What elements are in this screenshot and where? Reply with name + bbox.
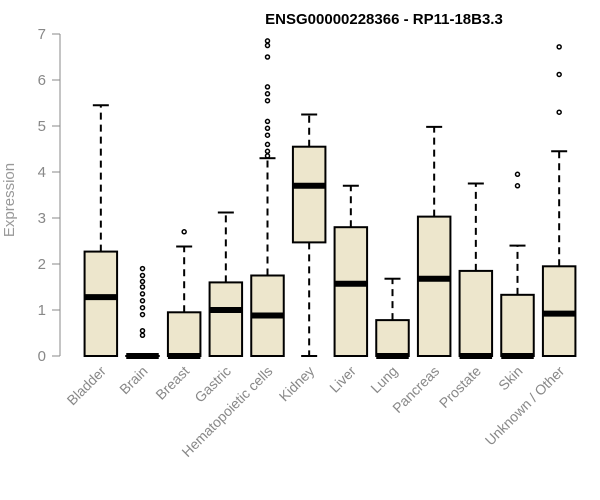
chart-title: ENSG00000228366 - RP11-18B3.3: [265, 11, 503, 28]
box-body: [166, 311, 202, 357]
box-body: [83, 250, 119, 357]
outlier-point: [139, 311, 146, 318]
y-tick-label: 0: [38, 348, 46, 365]
axes: 0 1 2 3 4 5 6 7: [38, 26, 61, 365]
outlier-point: [514, 171, 521, 178]
box-lung: [375, 277, 410, 359]
x-tick-label: Kidney: [276, 363, 318, 405]
y-tick-label: 3: [38, 210, 46, 227]
x-tick-label: Brain: [116, 363, 150, 397]
outlier-point: [264, 54, 271, 60]
outlier-point: [139, 327, 146, 334]
box-kidney: [291, 113, 327, 357]
outlier-point: [514, 183, 521, 189]
y-tick-label: 1: [38, 302, 46, 319]
y-tick-label: 7: [38, 26, 46, 43]
boxes-group: [83, 38, 577, 359]
y-axis-label: Expression: [1, 163, 18, 237]
outlier-point: [139, 265, 146, 272]
outlier-point: [556, 71, 562, 78]
box-skin: [500, 171, 535, 359]
box-body: [375, 319, 410, 357]
box-hematopoietic-cells: [250, 38, 285, 357]
x-tick-label: Breast: [152, 363, 192, 403]
box-breast: [166, 229, 202, 359]
box-body: [208, 281, 244, 357]
y-tick-label: 4: [38, 164, 46, 181]
outlier-point: [264, 132, 271, 138]
x-tick-label: Lung: [367, 363, 400, 396]
outlier-point: [139, 298, 146, 304]
box-unknown-other: [541, 44, 577, 357]
box-liver: [333, 184, 369, 357]
y-tick-label: 2: [38, 256, 46, 273]
box-body: [458, 269, 494, 357]
box-brain: [125, 265, 160, 359]
outlier-point: [264, 153, 271, 159]
outlier-point: [264, 118, 271, 125]
box-body: [291, 145, 327, 244]
x-tick-label: Liver: [326, 363, 359, 396]
box-gastric: [208, 211, 244, 357]
x-tick-label: Unknown / Other: [482, 363, 568, 449]
box-body: [416, 215, 452, 357]
box-pancreas: [416, 125, 452, 357]
outlier-point: [264, 84, 271, 90]
outlier-point: [556, 109, 562, 115]
outlier-point: [139, 278, 146, 285]
outlier-point: [139, 332, 146, 339]
outlier-point: [181, 229, 187, 235]
box-body: [500, 293, 535, 358]
outlier-point: [139, 272, 146, 279]
outlier-point: [264, 141, 271, 148]
box-body: [333, 226, 369, 357]
box-bladder: [83, 104, 119, 357]
outlier-point: [264, 91, 271, 97]
outlier-point: [264, 148, 271, 155]
x-tick-label: Bladder: [64, 363, 110, 409]
outlier-point: [139, 284, 146, 290]
outlier-point: [139, 304, 146, 311]
box-prostate: [458, 182, 494, 359]
outlier-point: [139, 291, 146, 297]
outlier-point: [264, 38, 271, 44]
outlier-point: [264, 42, 271, 49]
x-tick-label: Prostate: [436, 363, 484, 411]
outlier-point: [556, 44, 562, 50]
outlier-point: [264, 125, 271, 132]
outlier-point: [264, 97, 271, 104]
y-tick-label: 6: [38, 72, 46, 89]
y-tick-label: 5: [38, 118, 46, 135]
x-tick-label: Skin: [495, 363, 526, 394]
